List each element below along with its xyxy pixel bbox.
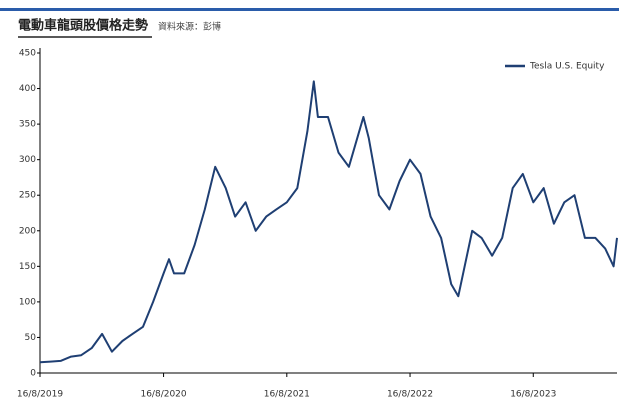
y-tick-label: 400 bbox=[19, 84, 36, 94]
x-tick-label: 16/8/2021 bbox=[264, 390, 310, 400]
legend-label: Tesla U.S. Equity bbox=[529, 62, 605, 72]
y-tick-label: 150 bbox=[19, 262, 36, 272]
subtitle: 資料來源：彭博 bbox=[158, 21, 221, 33]
x-tick-label: 16/8/2022 bbox=[387, 390, 433, 400]
y-tick-label: 100 bbox=[19, 297, 36, 307]
x-tick-label: 16/8/2019 bbox=[17, 390, 63, 400]
y-tick-label: 350 bbox=[19, 120, 36, 130]
y-tick-label: 50 bbox=[25, 333, 37, 343]
x-tick-label: 16/8/2023 bbox=[510, 390, 556, 400]
y-tick-label: 0 bbox=[30, 369, 36, 379]
y-tick-label: 200 bbox=[19, 226, 36, 236]
price-line bbox=[39, 80, 618, 364]
y-tick-label: 300 bbox=[19, 155, 36, 165]
y-tick-label: 450 bbox=[19, 49, 36, 59]
chart-title: 電動車龍頭股價格走勢 bbox=[18, 18, 148, 34]
y-tick-label: 250 bbox=[19, 191, 36, 201]
top-border bbox=[0, 8, 619, 11]
x-tick-label: 16/8/2020 bbox=[140, 390, 186, 400]
